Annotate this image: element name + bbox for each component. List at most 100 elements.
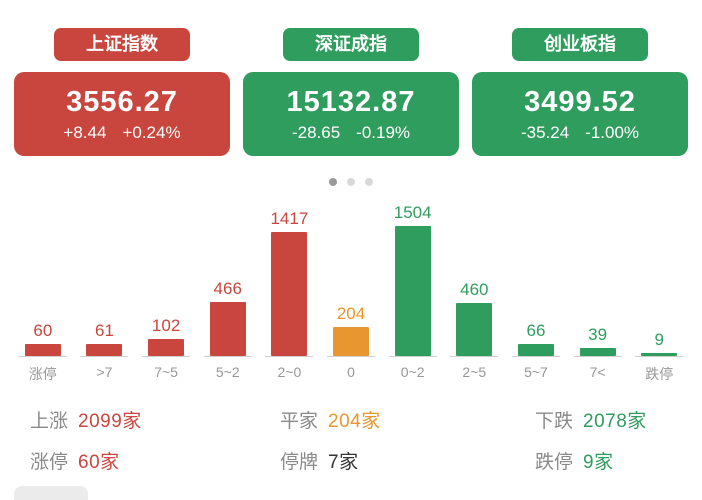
chart-baseline [18,356,67,357]
x-axis-label: 0~2 [400,364,425,380]
stat-label: 跌停 [535,452,574,473]
x-axis-label: >7 [96,364,113,380]
chart-bar [641,353,678,356]
chart-bar [517,344,554,356]
updown-distribution-chart: 60 涨停 61 >7 102 7~5 466 5~2 1417 2~0 204 0 1504 0~2 46… [0,198,702,384]
index-card-2[interactable]: 深证成指 15132.87 -28.65 -0.19% [243,28,459,156]
chart-baseline [203,356,252,357]
carousel-dot-2[interactable] [347,178,355,186]
chart-bar-slot: 9 跌停 [628,198,690,384]
stat-value: 2099家 [78,411,142,432]
bar-value-label: 1504 [393,203,432,222]
bar-value-label: 204 [336,304,366,323]
x-axis-label: 7< [589,364,606,380]
index-change-line: +8.44 +0.24% [63,123,180,143]
index-change-percent: -0.19% [356,122,411,142]
index-tab-label[interactable]: 深证成指 [283,28,419,61]
stat-item: 跌停 9家 [535,447,672,474]
chart-baseline [511,356,560,357]
index-tab-label[interactable]: 创业板指 [512,28,648,61]
chart-bar-slot: 1417 2~0 [259,198,321,384]
stat-item: 停牌 7家 [280,447,535,474]
chart-baseline [388,356,437,357]
chart-baseline [635,356,684,357]
bar-value-label: 466 [213,279,242,298]
index-card-body[interactable]: 15132.87 -28.65 -0.19% [243,72,459,156]
chart-bar-area: 39 [567,198,629,356]
chart-baseline [327,356,376,357]
stat-value: 60家 [78,452,120,473]
chart-bar-area: 60 [12,198,74,356]
chart-bar-slot: 60 涨停 [12,198,74,384]
index-change-amount: +8.44 [63,122,107,142]
stat-label: 涨停 [30,452,69,473]
chart-bar-area: 1417 [259,198,321,356]
index-value: 3499.52 [524,85,636,118]
index-card-body[interactable]: 3499.52 -35.24 -1.00% [472,72,688,156]
x-axis-label: 2~0 [277,364,302,380]
index-change-line: -28.65 -0.19% [292,123,410,143]
chart-bar-area: 1504 [382,198,444,356]
index-tab-label[interactable]: 上证指数 [54,28,190,61]
bar-value-label: 460 [460,280,489,299]
stat-value: 204家 [328,411,381,432]
chart-baseline [142,356,191,357]
chart-bar-area: 466 [197,198,259,356]
bar-value-label: 9 [654,330,664,349]
chart-baseline [573,356,622,357]
stat-label: 停牌 [280,452,319,473]
chart-bar [271,232,308,356]
x-axis-label: 2~5 [462,364,487,380]
carousel-dot-1[interactable] [329,178,337,186]
bar-value-label: 66 [526,321,546,340]
chart-bar-slot: 460 2~5 [443,198,505,384]
chart-bar [24,344,61,356]
chart-bar-area: 61 [74,198,136,356]
x-axis-label: 5~7 [524,364,548,380]
x-axis-label: 跌停 [645,366,674,382]
x-axis-label: 7~5 [154,364,178,380]
bar-value-label: 1417 [270,209,309,228]
stat-value: 7家 [328,452,359,473]
index-change-amount: -28.65 [291,122,341,142]
chart-bar [333,327,370,356]
index-card-body[interactable]: 3556.27 +8.44 +0.24% [14,72,230,156]
stat-item: 上涨 2099家 [30,406,280,433]
chart-baseline [450,356,499,357]
carousel-dots [0,178,702,186]
chart-bar-slot: 1504 0~2 [382,198,444,384]
chart-bar-slot: 204 0 [320,198,382,384]
chart-bar-slot: 66 5~7 [505,198,567,384]
bar-value-label: 102 [151,316,181,335]
index-change-percent: -1.00% [585,122,640,142]
chart-bar-area: 204 [320,198,382,356]
chart-bar-area: 102 [135,198,197,356]
index-change-amount: -35.24 [520,122,570,142]
index-card-1[interactable]: 上证指数 3556.27 +8.44 +0.24% [14,28,230,156]
carousel-dot-3[interactable] [365,178,373,186]
bar-value-label: 39 [588,325,608,344]
stat-label: 下跌 [535,411,574,432]
chart-bar-area: 66 [505,198,567,356]
index-cards-row: 上证指数 3556.27 +8.44 +0.24% 深证成指 15132.87 -28.65… [0,0,702,156]
chart-bar-slot: 39 7< [567,198,629,384]
chart-bar-slot: 61 >7 [74,198,136,384]
chart-bar [579,348,616,356]
index-change-percent: +0.24% [122,122,181,142]
stat-label: 上涨 [30,411,69,432]
bar-value-label: 61 [95,321,114,340]
chart-bar-slot: 466 5~2 [197,198,259,384]
stat-value: 2078家 [583,411,647,432]
index-change-line: -35.24 -1.00% [521,123,639,143]
chart-baseline [265,356,314,357]
index-value: 3556.27 [66,85,178,118]
chart-bar [209,302,246,356]
chart-bar-slot: 102 7~5 [135,198,197,384]
x-axis-label: 5~2 [215,364,240,380]
stat-item: 涨停 60家 [30,447,280,474]
x-axis-label: 0 [347,364,355,380]
stat-label: 平家 [280,411,319,432]
index-card-3[interactable]: 创业板指 3499.52 -35.24 -1.00% [472,28,688,156]
chart-baseline [80,356,129,357]
